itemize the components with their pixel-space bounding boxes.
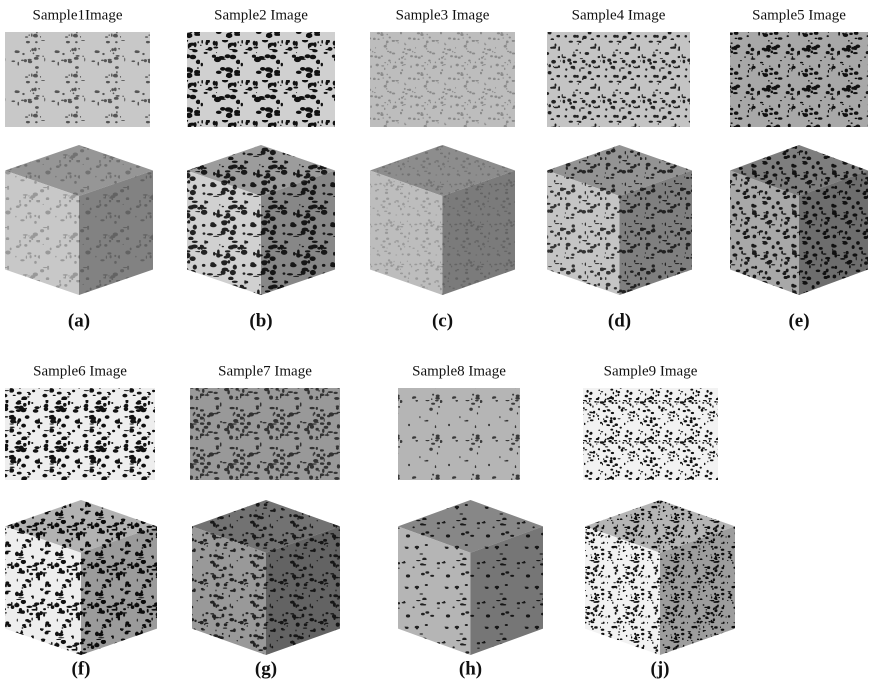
slice-image: [5, 32, 150, 127]
volume-cube: [192, 500, 340, 655]
slice-image: [187, 32, 335, 127]
panel-title: Sample3 Image: [396, 7, 490, 23]
panel-title: Sample5 Image: [752, 7, 846, 23]
panel: Sample8 Image (h): [398, 363, 543, 679]
volume-cube: [730, 145, 868, 295]
panel-title: Sample7 Image: [218, 363, 312, 379]
panel-label: (b): [249, 310, 272, 331]
panel-title: Sample9 Image: [604, 363, 698, 379]
volume-cube: [5, 145, 153, 295]
slice-image: [547, 32, 690, 127]
slice-image: [583, 388, 718, 480]
panel-title: Sample4 Image: [572, 7, 666, 23]
panel: Sample2 Image (b): [187, 7, 335, 331]
volume-cube: [585, 500, 735, 655]
slice-image: [370, 32, 515, 127]
panel-title: Sample2 Image: [214, 7, 308, 23]
panel: Sample5 Image (e): [730, 7, 868, 331]
volume-cube: [398, 500, 543, 655]
panel-label: (c): [432, 310, 453, 331]
panel-label: (f): [72, 658, 91, 679]
panel-label: (j): [651, 658, 670, 679]
panel-label: (g): [255, 658, 277, 679]
panel: Sample9 Image (j): [583, 363, 735, 679]
panel-title: Sample8 Image: [412, 363, 506, 379]
panel-label: (d): [608, 310, 631, 331]
slice-image: [190, 388, 340, 480]
slice-image: [5, 388, 155, 480]
slice-image: [730, 32, 868, 127]
panel: Sample7 Image (g): [190, 363, 340, 679]
volume-cube: [547, 145, 692, 295]
panel-label: (a): [68, 310, 90, 331]
panel: Sample1Image (a): [5, 7, 153, 331]
panel-title: Sample6 Image: [33, 363, 127, 379]
panel: Sample6 Image (f): [5, 363, 157, 679]
panel: Sample3 Image (c): [370, 7, 515, 331]
slice-image: [398, 388, 520, 480]
volume-cube: [187, 145, 335, 295]
panel: Sample4 Image (d): [547, 7, 692, 331]
volume-cube: [5, 500, 157, 655]
panel-title: Sample1Image: [33, 7, 123, 23]
panel-label: (h): [459, 658, 482, 679]
figure: Sample1Image (a) Sample2 Image (b) Sample3 I…: [0, 0, 877, 686]
volume-cube: [370, 145, 515, 295]
panel-label: (e): [788, 310, 809, 331]
